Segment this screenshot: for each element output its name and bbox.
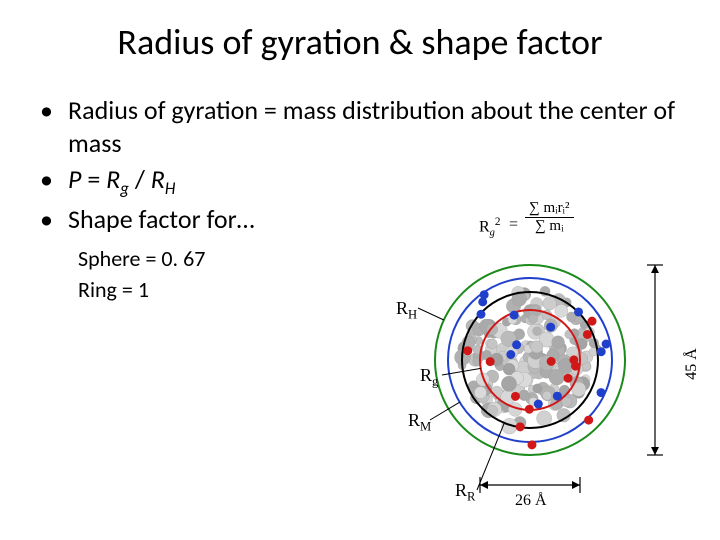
formula-lhs: Rg2 (479, 216, 500, 239)
formula-numerator: ∑ mᵢrᵢ² (525, 200, 574, 218)
formula-sq: 2 (495, 216, 501, 228)
dim-horizontal-group (480, 477, 580, 493)
dim-vertical-label: 45 Å (683, 348, 701, 380)
formula-R: R (479, 218, 490, 235)
radius-label: Rg (420, 365, 438, 390)
var-Rg-sub: g (120, 178, 129, 199)
bullet-3-text: Shape factor for… (68, 203, 255, 235)
radius-label: RH (396, 298, 417, 323)
var-RH-sub: H (165, 178, 176, 199)
slash: / (129, 163, 151, 195)
formula-eq: = (509, 216, 518, 234)
var-P: P (68, 163, 81, 195)
bullet-1: Radius of gyration = mass distribution a… (40, 94, 700, 159)
eq-sign: = (81, 163, 106, 195)
formula-denominator: ∑ mᵢ (525, 218, 574, 235)
radius-label: RR (455, 480, 475, 505)
radius-label: RM (408, 410, 431, 435)
dim-vertical-group (647, 265, 663, 455)
var-RH-R: R (151, 163, 165, 195)
slide-title: Radius of gyration & shape factor (0, 0, 720, 94)
formula-fraction: ∑ mᵢrᵢ² ∑ mᵢ (525, 200, 574, 235)
bullet-2: P = Rg / RH (40, 163, 700, 199)
radius-diagram: RH RM RR Rg 45 Å 26 Å (380, 240, 700, 520)
var-Rg-R: R (106, 163, 120, 195)
formula-g: g (490, 228, 495, 239)
figure-area: Rg2 = ∑ mᵢrᵢ² ∑ mᵢ RHRMRRRg 45 Å 26 Å (380, 200, 700, 520)
dim-horizontal-label: 26 Å (515, 492, 547, 510)
